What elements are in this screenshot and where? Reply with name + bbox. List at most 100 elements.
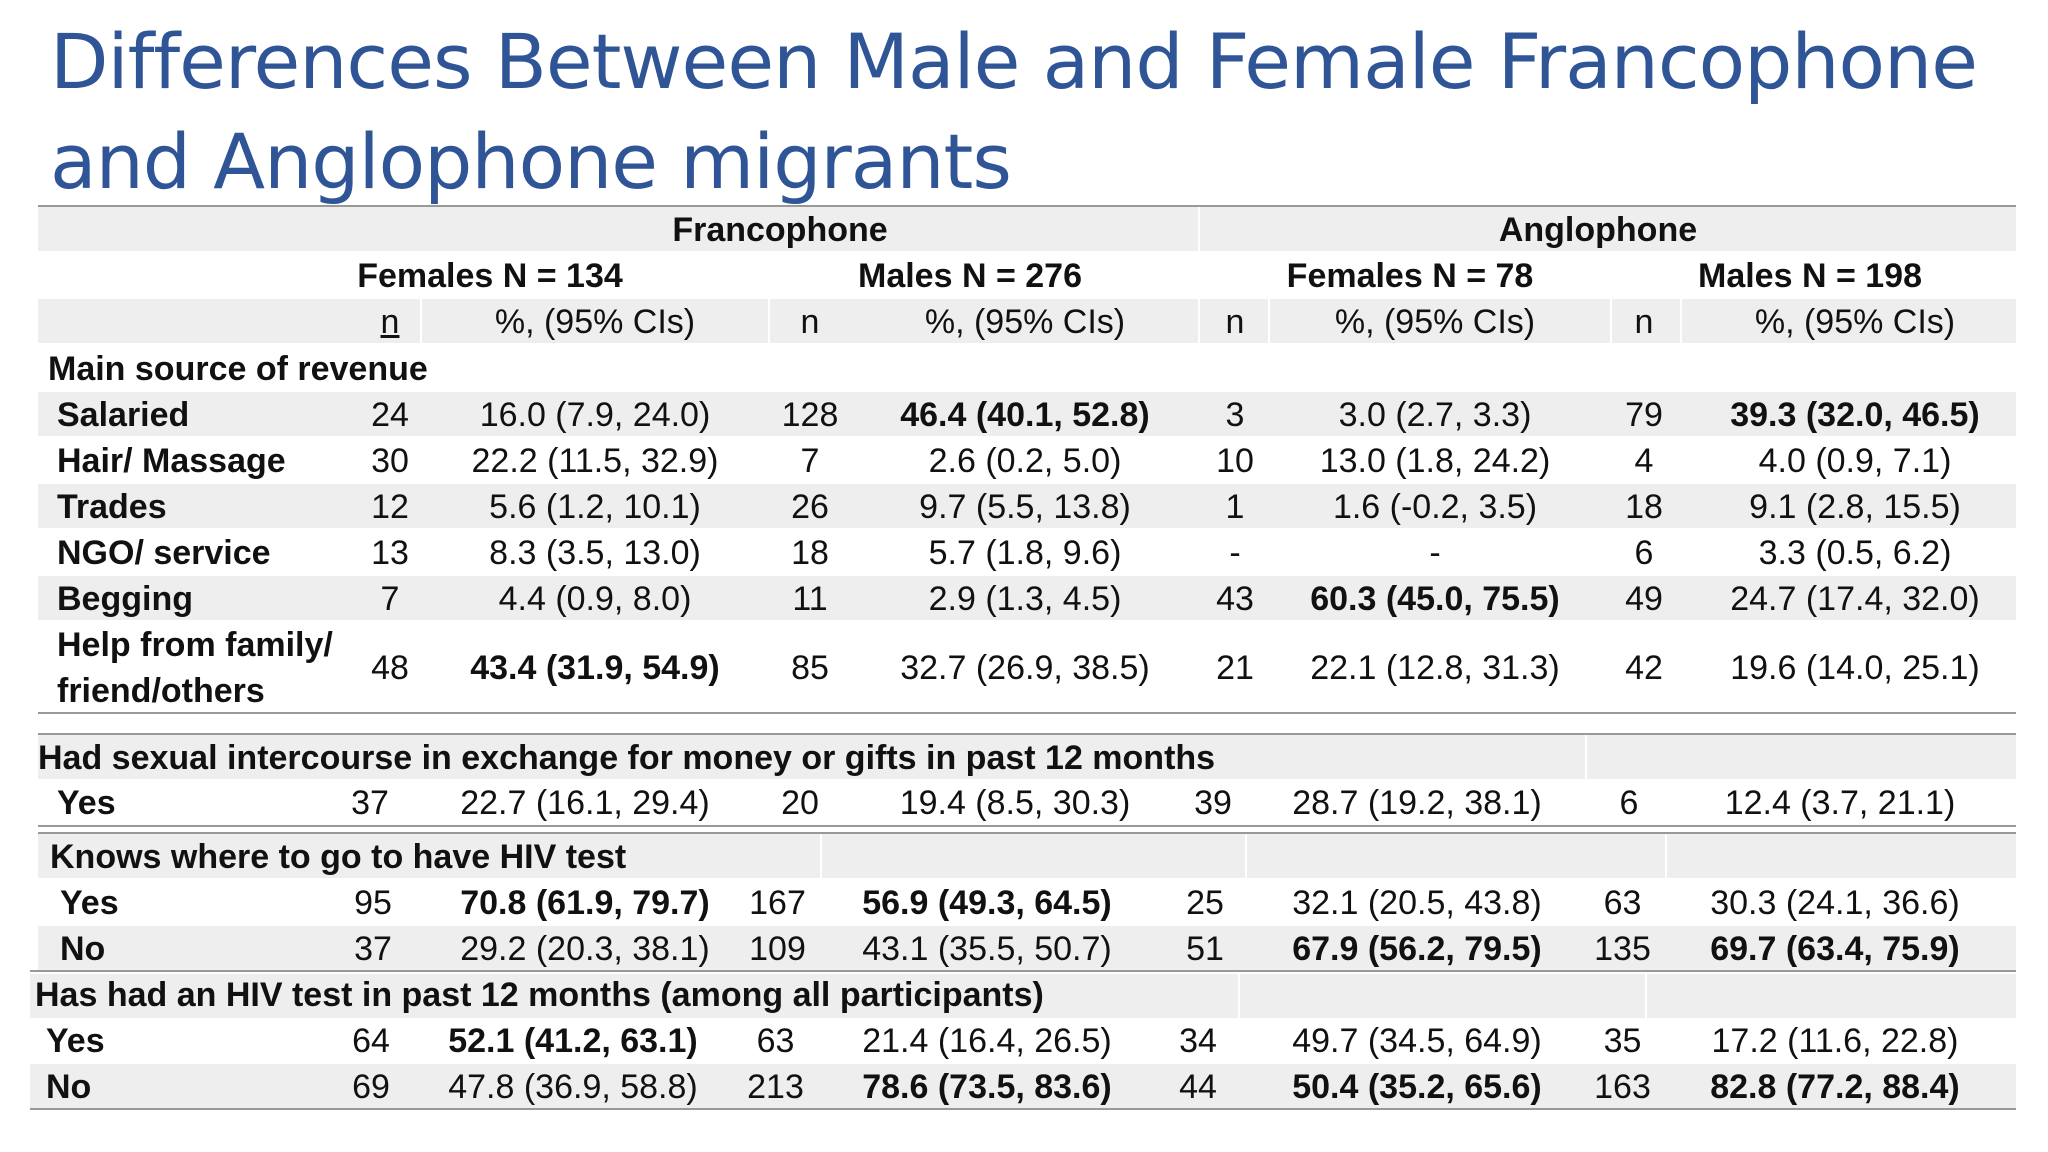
row-band-trades (38, 484, 2016, 528)
row-label: Hair/ Massage (57, 442, 286, 480)
row-label: No (60, 930, 106, 968)
cell-fr-male-n: 20 (781, 784, 819, 822)
cell-fr-male-n: 63 (756, 1022, 795, 1060)
cell-fr-female-n: 37 (351, 784, 389, 822)
subheader-band (38, 299, 2016, 343)
row-band-salaried (38, 392, 2016, 436)
cell-fr-female-n: 95 (354, 884, 392, 922)
cell-fr-female-n: 69 (352, 1068, 390, 1106)
row-label-line2: friend/others (57, 672, 265, 710)
cell-an-female-n: 1 (1225, 488, 1245, 526)
cell-fr-female-pct: 47.8 (36.9, 58.8) (448, 1068, 698, 1106)
cell-an-male-n: 135 (1594, 930, 1651, 968)
col-header-n: n (800, 303, 820, 341)
section-rule (38, 712, 2016, 714)
section-band-sex (38, 735, 2016, 779)
row-label: Begging (57, 580, 193, 618)
cell-an-male-n: 4 (1634, 442, 1654, 480)
subgroup-an-males: Males N = 198 (1698, 257, 1922, 295)
cell-an-female-n: - (1229, 534, 1241, 572)
column-separator (1238, 974, 1240, 1018)
cell-an-male-pct: 19.6 (14.0, 25.1) (1730, 649, 1980, 687)
section-title: Had sexual intercourse in exchange for m… (38, 739, 1216, 777)
cell-an-female-pct: 49.7 (34.5, 64.9) (1292, 1022, 1542, 1060)
cell-an-female-pct: 13.0 (1.8, 24.2) (1319, 442, 1551, 480)
cell-fr-male-n: 18 (791, 534, 829, 572)
cell-an-female-n: 34 (1179, 1022, 1217, 1060)
cell-fr-male-n: 85 (791, 649, 829, 687)
cell-fr-female-pct: 8.3 (3.5, 13.0) (489, 534, 701, 572)
cell-fr-female-pct: 5.6 (1.2, 10.1) (489, 488, 701, 526)
cell-an-female-n: 43 (1216, 580, 1254, 618)
section-rule (38, 832, 2016, 834)
cell-an-female-n: 39 (1194, 784, 1232, 822)
cell-an-male-pct: 12.4 (3.7, 21.1) (1724, 784, 1956, 822)
row-band-begging (38, 576, 2016, 620)
group-francophone: Francophone (672, 211, 888, 249)
cell-an-female-n: 44 (1179, 1068, 1217, 1106)
row-band-test-no (30, 1064, 2016, 1108)
column-separator (768, 299, 770, 343)
cell-fr-female-n: 48 (371, 649, 409, 687)
cell-an-female-pct: - (1429, 534, 1441, 572)
row-label: Trades (57, 488, 167, 526)
cell-fr-female-n: 37 (354, 930, 392, 968)
col-header-n: n (1634, 303, 1654, 341)
cell-fr-male-pct: 5.7 (1.8, 9.6) (928, 534, 1122, 572)
row-label-line1: Help from family/ (57, 626, 333, 664)
cell-an-male-pct: 3.3 (0.5, 6.2) (1758, 534, 1952, 572)
cell-fr-male-n: 167 (749, 884, 806, 922)
cell-an-female-n: 21 (1216, 649, 1254, 687)
subgroup-fr-males: Males N = 276 (858, 257, 1082, 295)
row-label: Yes (57, 784, 116, 822)
cell-fr-female-n: 12 (371, 488, 409, 526)
column-separator (820, 834, 822, 878)
cell-fr-male-n: 213 (747, 1068, 804, 1106)
section-title: Has had an HIV test in past 12 months (a… (35, 976, 1044, 1014)
subgroup-fr-females: Females N = 134 (357, 257, 623, 295)
column-separator (1645, 974, 1647, 1018)
subgroup-an-females: Females N = 78 (1286, 257, 1534, 295)
cell-fr-male-n: 7 (800, 442, 820, 480)
table-bottom-rule (30, 1108, 2016, 1110)
cell-an-male-n: 63 (1603, 884, 1642, 922)
cell-fr-male-pct: 78.6 (73.5, 83.6) (862, 1068, 1112, 1106)
column-separator (1245, 834, 1247, 878)
table-top-rule (38, 205, 2016, 207)
column-separator (1610, 299, 1612, 343)
column-separator (420, 299, 422, 343)
cell-an-male-n: 49 (1625, 580, 1663, 618)
section-band-test (30, 974, 2016, 1018)
cell-an-male-n: 18 (1625, 488, 1663, 526)
section-rule (30, 970, 2016, 972)
cell-fr-female-pct: 43.4 (31.9, 54.9) (470, 649, 720, 687)
cell-fr-male-n: 26 (791, 488, 829, 526)
cell-an-female-n: 51 (1186, 930, 1224, 968)
header-band (38, 207, 2016, 251)
cell-an-female-pct: 28.7 (19.2, 38.1) (1292, 784, 1542, 822)
cell-fr-male-pct: 43.1 (35.5, 50.7) (862, 930, 1112, 968)
cell-fr-male-pct: 9.7 (5.5, 13.8) (919, 488, 1131, 526)
cell-an-male-n: 35 (1603, 1022, 1642, 1060)
row-label: Yes (46, 1022, 105, 1060)
row-label: No (46, 1068, 92, 1106)
section-rule (38, 825, 2016, 827)
col-header-pct: %, (95% CIs) (1334, 303, 1536, 341)
cell-fr-female-n: 13 (371, 534, 409, 572)
cell-fr-female-n: 64 (352, 1022, 390, 1060)
column-separator (1198, 299, 1200, 343)
cell-an-male-pct: 17.2 (11.6, 22.8) (1711, 1022, 1959, 1060)
cell-fr-female-n: 7 (380, 580, 400, 618)
cell-fr-female-n: 30 (371, 442, 409, 480)
cell-fr-female-pct: 70.8 (61.9, 79.7) (460, 884, 710, 922)
row-label: Salaried (57, 396, 190, 434)
col-header-n: n (380, 303, 400, 341)
col-header-pct: %, (95% CIs) (494, 303, 696, 341)
column-separator (1680, 299, 1682, 343)
cell-an-male-pct: 82.8 (77.2, 88.4) (1710, 1068, 1960, 1106)
cell-an-male-pct: 4.0 (0.9, 7.1) (1758, 442, 1952, 480)
cell-an-male-n: 6 (1634, 534, 1654, 572)
row-band-knows-no (38, 926, 2016, 970)
cell-an-female-pct: 3.0 (2.7, 3.3) (1338, 396, 1532, 434)
cell-an-male-n: 6 (1619, 784, 1639, 822)
